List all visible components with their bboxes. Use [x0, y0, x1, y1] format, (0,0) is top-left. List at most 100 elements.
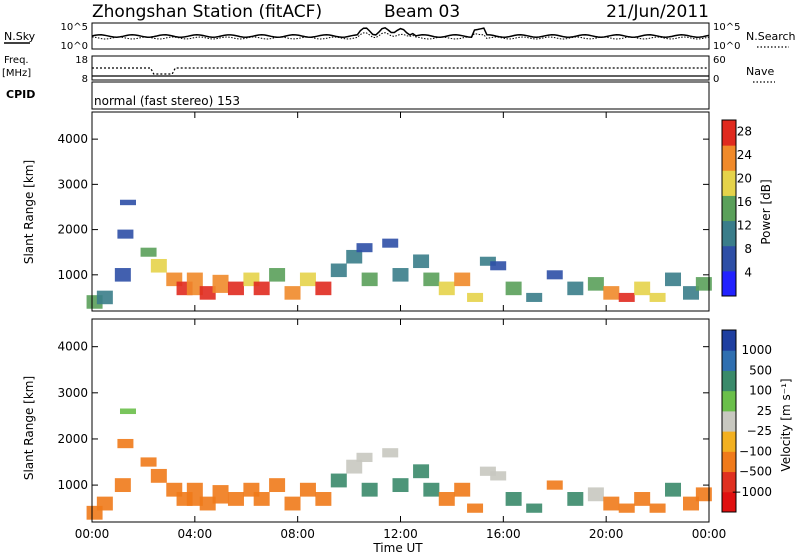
power-colorbar-swatch	[722, 245, 736, 272]
scatter-cell	[634, 492, 651, 506]
scatter-cell	[587, 487, 604, 502]
scatter-cell	[438, 492, 455, 506]
velocity-colorbar-swatch	[722, 471, 736, 493]
scatter-cell	[299, 272, 316, 287]
scatter-cell	[140, 457, 157, 467]
range-tick-label: 3000	[57, 386, 88, 400]
nsearch-tick-top: 10^5	[713, 22, 740, 33]
scatter-cell	[186, 272, 203, 296]
velocity-ylabel: Slant Range [km]	[22, 376, 36, 480]
velocity-colorbar-tick: 100	[749, 384, 772, 398]
scatter-cell	[695, 487, 712, 502]
range-tick-label: 1000	[57, 478, 88, 492]
scatter-cell	[253, 492, 270, 506]
scatter-cell	[683, 286, 700, 300]
velocity-colorbar-swatch	[722, 410, 736, 432]
nsky-trace	[91, 26, 710, 38]
scatter-cell	[315, 281, 332, 296]
velocity-colorbar-label: Velocity [m s⁻¹]	[779, 378, 793, 471]
time-tick-label: 04:00	[178, 527, 213, 541]
scatter-cell	[567, 492, 584, 506]
scatter-cell	[603, 286, 620, 300]
scatter-cell	[413, 464, 430, 479]
scatter-cell	[186, 482, 203, 506]
scatter-cell	[454, 272, 471, 287]
time-tick-label: 20:00	[589, 527, 624, 541]
scatter-cell	[695, 277, 712, 291]
scatter-cell	[587, 277, 604, 291]
frequency-trace	[92, 67, 709, 75]
velocity-colorbar-tick: 25	[757, 404, 772, 418]
power-colorbar: 4 8 12 16 20 24 28	[721, 119, 752, 297]
scatter-cell	[505, 492, 522, 506]
scatter-cell	[467, 503, 484, 513]
scatter-cell	[634, 281, 651, 296]
noise-strip: N.Sky 10^5 10^0 10^5 10^0 N.Search	[4, 22, 796, 52]
scatter-cell	[356, 452, 373, 463]
beam-label: Beam 03	[384, 2, 460, 22]
power-colorbar-swatch	[722, 120, 736, 146]
scatter-cell	[490, 261, 507, 271]
scatter-cell	[119, 408, 136, 415]
range-tick-label: 4000	[57, 132, 88, 146]
freq-tick-bottom: 8	[82, 74, 88, 85]
scatter-cell	[212, 274, 229, 293]
scatter-cell	[382, 238, 399, 248]
velocity-colorbar-swatch	[722, 390, 736, 412]
scatter-cell	[150, 258, 167, 273]
scatter-cell	[346, 249, 363, 264]
scatter-cell	[467, 292, 484, 302]
frequency-strip: Freq. [MHz] 18 8 60 0 Nave	[2, 55, 775, 85]
power-colorbar-tick: 16	[737, 195, 752, 209]
scatter-cell	[423, 482, 440, 497]
date-label: 21/Jun/2011	[606, 2, 709, 22]
scatter-cell	[96, 290, 113, 305]
scatter-cell	[382, 448, 399, 458]
scatter-cell	[284, 496, 301, 511]
power-colorbar-tick: 12	[737, 219, 752, 233]
freq-label: Freq.	[4, 55, 29, 66]
range-tick-label: 2000	[57, 432, 88, 446]
scatter-cell	[140, 247, 157, 257]
scatter-cell	[356, 243, 373, 253]
scatter-cell	[567, 281, 584, 296]
range-tick-label: 3000	[57, 177, 88, 191]
nsky-label: N.Sky	[4, 30, 36, 43]
range-tick-label: 2000	[57, 223, 88, 237]
scatter-cell	[526, 503, 543, 513]
velocity-colorbar-tick: 500	[749, 363, 772, 377]
nsky-tick-bottom: 10^0	[61, 41, 88, 52]
nave-tick-top: 60	[713, 55, 726, 66]
power-colorbar-frame	[721, 119, 737, 297]
power-cells	[86, 199, 712, 309]
scatter-cell	[96, 496, 113, 511]
time-tick-label: 08:00	[280, 527, 315, 541]
scatter-cell	[315, 492, 332, 506]
scatter-cell	[505, 281, 522, 296]
power-yticks: 1000 2000 3000 4000	[57, 132, 709, 282]
cpid-label: CPID	[6, 88, 35, 101]
scatter-cell	[392, 268, 409, 282]
power-colorbar-swatch	[722, 170, 736, 196]
scatter-cell	[361, 272, 378, 287]
scatter-cell	[665, 272, 682, 287]
velocity-colorbar-tick: 1000	[741, 343, 772, 357]
scatter-cell	[683, 496, 700, 511]
range-tick-label: 4000	[57, 340, 88, 354]
cpid-text: normal (fast stereo) 153	[94, 94, 240, 108]
power-panel: Slant Range [km] 1000 2000 3000 4000	[22, 111, 712, 312]
scatter-cell	[117, 229, 134, 239]
velocity-colorbar-swatch	[722, 491, 736, 513]
power-colorbar-swatch	[722, 195, 736, 222]
nsearch-trace	[91, 32, 710, 40]
time-axis-ticks: 00:00 04:00 08:00 12:00 16:00 20:00 00:00	[75, 112, 726, 541]
scatter-cell	[199, 496, 216, 511]
time-tick-label: 16:00	[486, 527, 521, 541]
noise-strip-frame	[91, 22, 710, 50]
scatter-cell	[490, 471, 507, 481]
scatter-cell	[361, 482, 378, 497]
power-ylabel: Slant Range [km]	[22, 160, 36, 264]
range-tick-label: 1000	[57, 268, 88, 282]
nsky-tick-top: 10^5	[61, 22, 88, 33]
cpid-frame	[91, 81, 710, 110]
